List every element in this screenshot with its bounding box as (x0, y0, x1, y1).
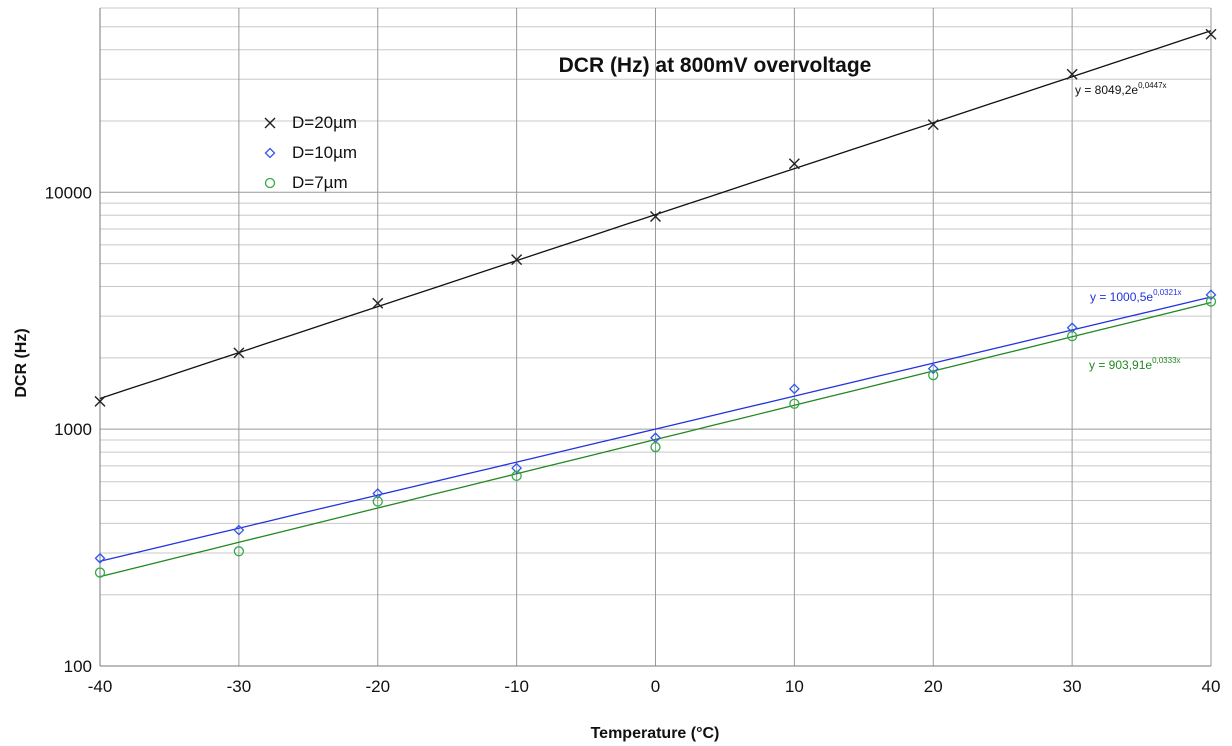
trendline (99, 30, 1212, 400)
marker-stroke (94, 395, 106, 407)
equation-base: y = 903,91e (1089, 358, 1152, 372)
data-point (372, 488, 384, 499)
x-tick-label: -20 (365, 677, 390, 696)
x-tick-label: 30 (1063, 677, 1082, 696)
data-point (788, 158, 800, 170)
equation-base: y = 8049,2e (1075, 83, 1138, 97)
legend-marker (264, 177, 276, 189)
data-point (928, 370, 939, 381)
data-point (1066, 330, 1078, 342)
data-point (788, 383, 800, 395)
data-point (789, 398, 800, 409)
data-point (511, 254, 523, 266)
data-point (94, 395, 106, 407)
data-point (650, 441, 661, 453)
x-tick-label: 10 (785, 677, 804, 696)
marker-stroke (372, 297, 384, 309)
y-tick-label: 100 (64, 657, 92, 676)
data-point (233, 524, 245, 536)
data-point (233, 347, 245, 359)
trendline-equation: y = 1000,5e0,0321x (1090, 288, 1182, 304)
legend-label: D=20µm (292, 113, 357, 132)
tick-labels: -40 -30 -20 -10 0 10 20 30 40 100 1000 10000 (45, 183, 1221, 696)
legend-marker (264, 117, 276, 129)
marker-stroke (788, 158, 800, 170)
x-axis-title: Temperature (°C) (591, 725, 720, 742)
marker-stroke (927, 119, 939, 131)
marker-stroke (1066, 68, 1078, 80)
marker-stroke (1205, 28, 1217, 40)
data-point (1205, 296, 1217, 307)
x-tick-label: 40 (1202, 677, 1221, 696)
equation-exponent: 0,0321x (1153, 288, 1181, 297)
y-tick-label: 10000 (45, 183, 92, 202)
chart-title: DCR (Hz) at 800mV overvoltage (559, 54, 872, 77)
data-point (372, 297, 384, 309)
trendlines (99, 30, 1212, 578)
equation-base: y = 1000,5e (1090, 290, 1153, 304)
marker-stroke (264, 117, 276, 129)
trendline-equation: y = 8049,2e0,0447x (1075, 81, 1167, 97)
data-point (372, 496, 383, 507)
data-point (1205, 28, 1217, 40)
trendline-equation: y = 903,91e0,0333x (1089, 356, 1181, 372)
data-point (1066, 68, 1078, 80)
x-tick-label: -10 (504, 677, 529, 696)
equation-exponent: 0,0333x (1152, 356, 1180, 365)
grid (99, 7, 1212, 667)
data-point (94, 567, 106, 578)
y-axis-title: DCR (Hz) (13, 328, 30, 397)
trendline (99, 301, 1212, 578)
legend-label: D=10µm (292, 143, 357, 162)
data-point (511, 462, 523, 474)
marker-stroke (650, 211, 661, 223)
legend-label: D=7µm (292, 173, 348, 192)
x-tick-label: -40 (88, 677, 113, 696)
data-point (650, 211, 661, 223)
x-tick-label: 0 (651, 677, 660, 696)
legend: D=20µm D=10µm D=7µm (264, 113, 357, 192)
data-points (94, 28, 1217, 578)
data-point (94, 552, 106, 564)
equation-exponent: 0,0447x (1138, 81, 1166, 90)
data-point (1205, 289, 1217, 301)
trendline (99, 296, 1212, 562)
legend-marker (264, 147, 276, 159)
data-point (511, 470, 522, 482)
marker-stroke (511, 254, 523, 266)
y-tick-label: 1000 (54, 420, 92, 439)
data-point (927, 119, 939, 131)
marker-stroke (233, 347, 245, 359)
data-point (233, 546, 245, 557)
x-tick-label: -30 (227, 677, 252, 696)
data-point (927, 363, 939, 375)
x-tick-label: 20 (924, 677, 943, 696)
